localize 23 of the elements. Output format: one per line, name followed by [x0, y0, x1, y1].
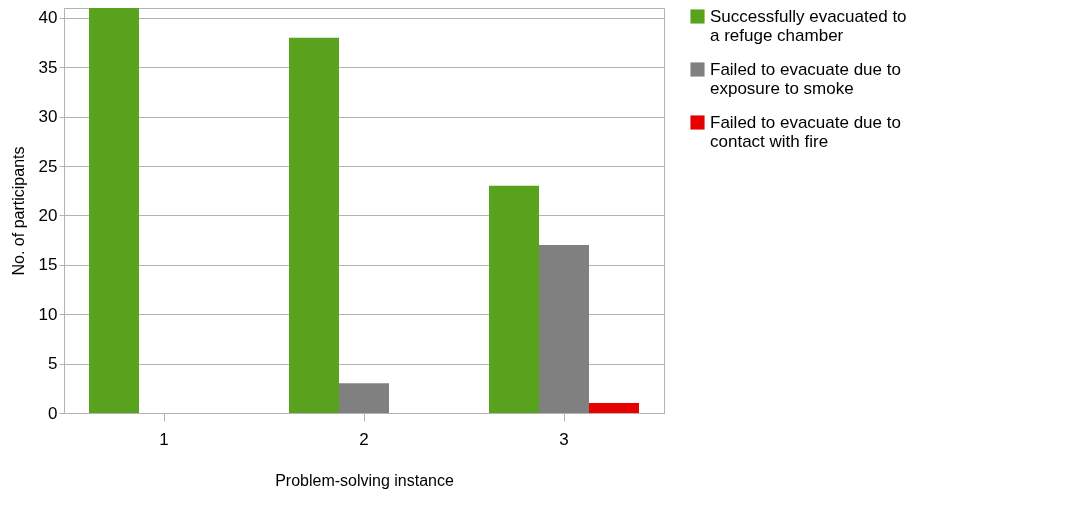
x-tick-label: 3: [559, 429, 569, 449]
bar: [489, 185, 539, 413]
y-tick-label: 30: [38, 107, 58, 127]
legend-label: Successfully evacuated to a refuge chamber: [710, 6, 907, 45]
y-axis-title: No. of participants: [9, 146, 27, 276]
bar: [539, 245, 589, 413]
x-tick-label: 1: [159, 429, 169, 449]
y-tick-label: 40: [38, 8, 58, 28]
legend-label: Failed to evacuate due to contact with fire: [710, 112, 901, 151]
bar: [289, 37, 339, 413]
bar: [89, 8, 139, 413]
x-axis-title: Problem-solving instance: [275, 471, 454, 489]
y-tick-label: 5: [48, 354, 58, 374]
y-tick-label: 10: [38, 304, 58, 324]
bar: [339, 383, 389, 413]
bar: [589, 403, 639, 413]
y-tick-label: 35: [38, 57, 58, 77]
y-tick-label: 25: [38, 156, 58, 176]
y-tick-label: 15: [38, 255, 58, 275]
y-tick-label: 20: [38, 205, 58, 225]
y-tick-label: 0: [48, 403, 58, 423]
legend-label: Failed to evacuate due to exposure to smoke: [710, 59, 901, 98]
x-tick-label: 2: [359, 429, 369, 449]
